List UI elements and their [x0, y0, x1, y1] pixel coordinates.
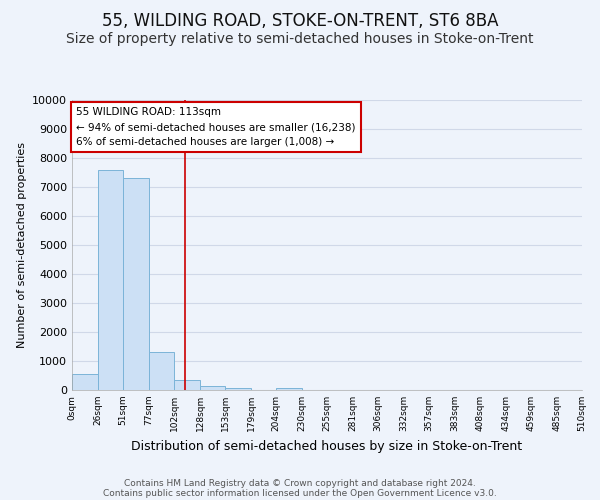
Text: 55 WILDING ROAD: 113sqm
← 94% of semi-detached houses are smaller (16,238)
6% of: 55 WILDING ROAD: 113sqm ← 94% of semi-de…	[76, 108, 355, 147]
Bar	[72, 374, 98, 390]
Bar	[200, 386, 225, 390]
X-axis label: Distribution of semi-detached houses by size in Stoke-on-Trent: Distribution of semi-detached houses by …	[131, 440, 523, 452]
Bar	[174, 380, 200, 390]
Text: Size of property relative to semi-detached houses in Stoke-on-Trent: Size of property relative to semi-detach…	[66, 32, 534, 46]
Bar	[98, 170, 123, 390]
Bar	[276, 388, 302, 390]
Text: Contains HM Land Registry data © Crown copyright and database right 2024.: Contains HM Land Registry data © Crown c…	[124, 478, 476, 488]
Bar	[149, 352, 174, 390]
Bar	[123, 178, 149, 390]
Text: Contains public sector information licensed under the Open Government Licence v3: Contains public sector information licen…	[103, 488, 497, 498]
Y-axis label: Number of semi-detached properties: Number of semi-detached properties	[17, 142, 26, 348]
Bar	[225, 388, 251, 390]
Text: 55, WILDING ROAD, STOKE-ON-TRENT, ST6 8BA: 55, WILDING ROAD, STOKE-ON-TRENT, ST6 8B…	[102, 12, 498, 30]
